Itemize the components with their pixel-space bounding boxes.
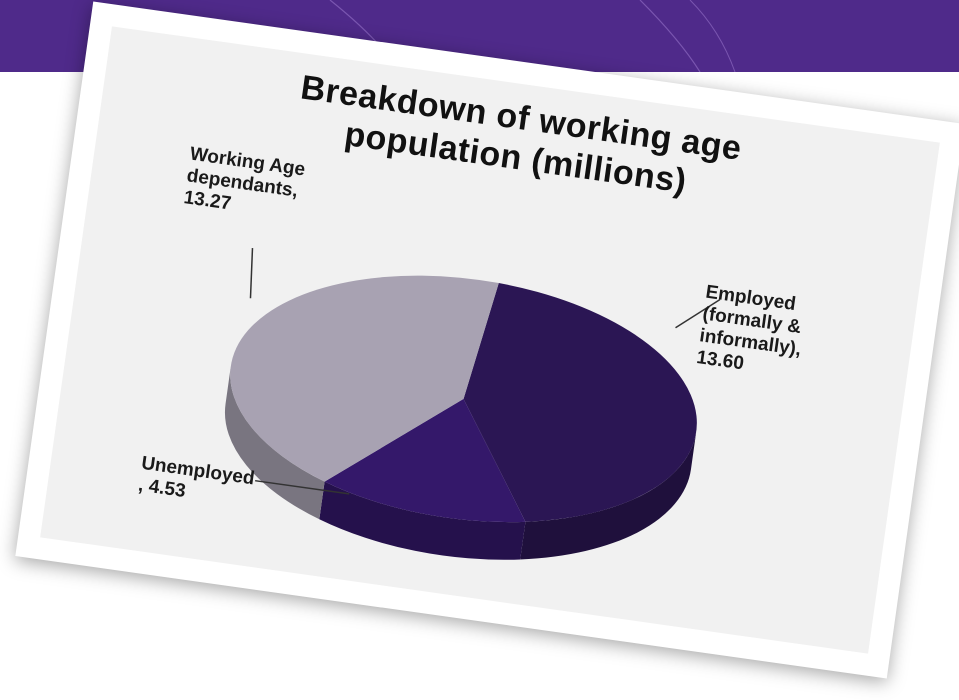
pie-slice-2 [230,275,499,482]
pie-slice-1 [324,398,526,523]
chart-card: Breakdown of working age population (mil… [15,1,959,679]
data-label-employed: Employed (formally & informally), 13.60 [695,281,803,375]
leader-line-0 [675,298,721,329]
leader-line-1 [249,248,254,299]
pie-side-walls [224,366,697,560]
leader-line-2 [255,479,350,495]
pie-side-0 [520,431,697,560]
pie-chart [224,248,721,560]
pie-side-2 [224,366,325,520]
chart-area: Breakdown of working age population (mil… [40,26,940,654]
pie-slice-0 [463,283,697,522]
pie-side-1 [319,481,526,560]
pie-slices [230,275,697,523]
